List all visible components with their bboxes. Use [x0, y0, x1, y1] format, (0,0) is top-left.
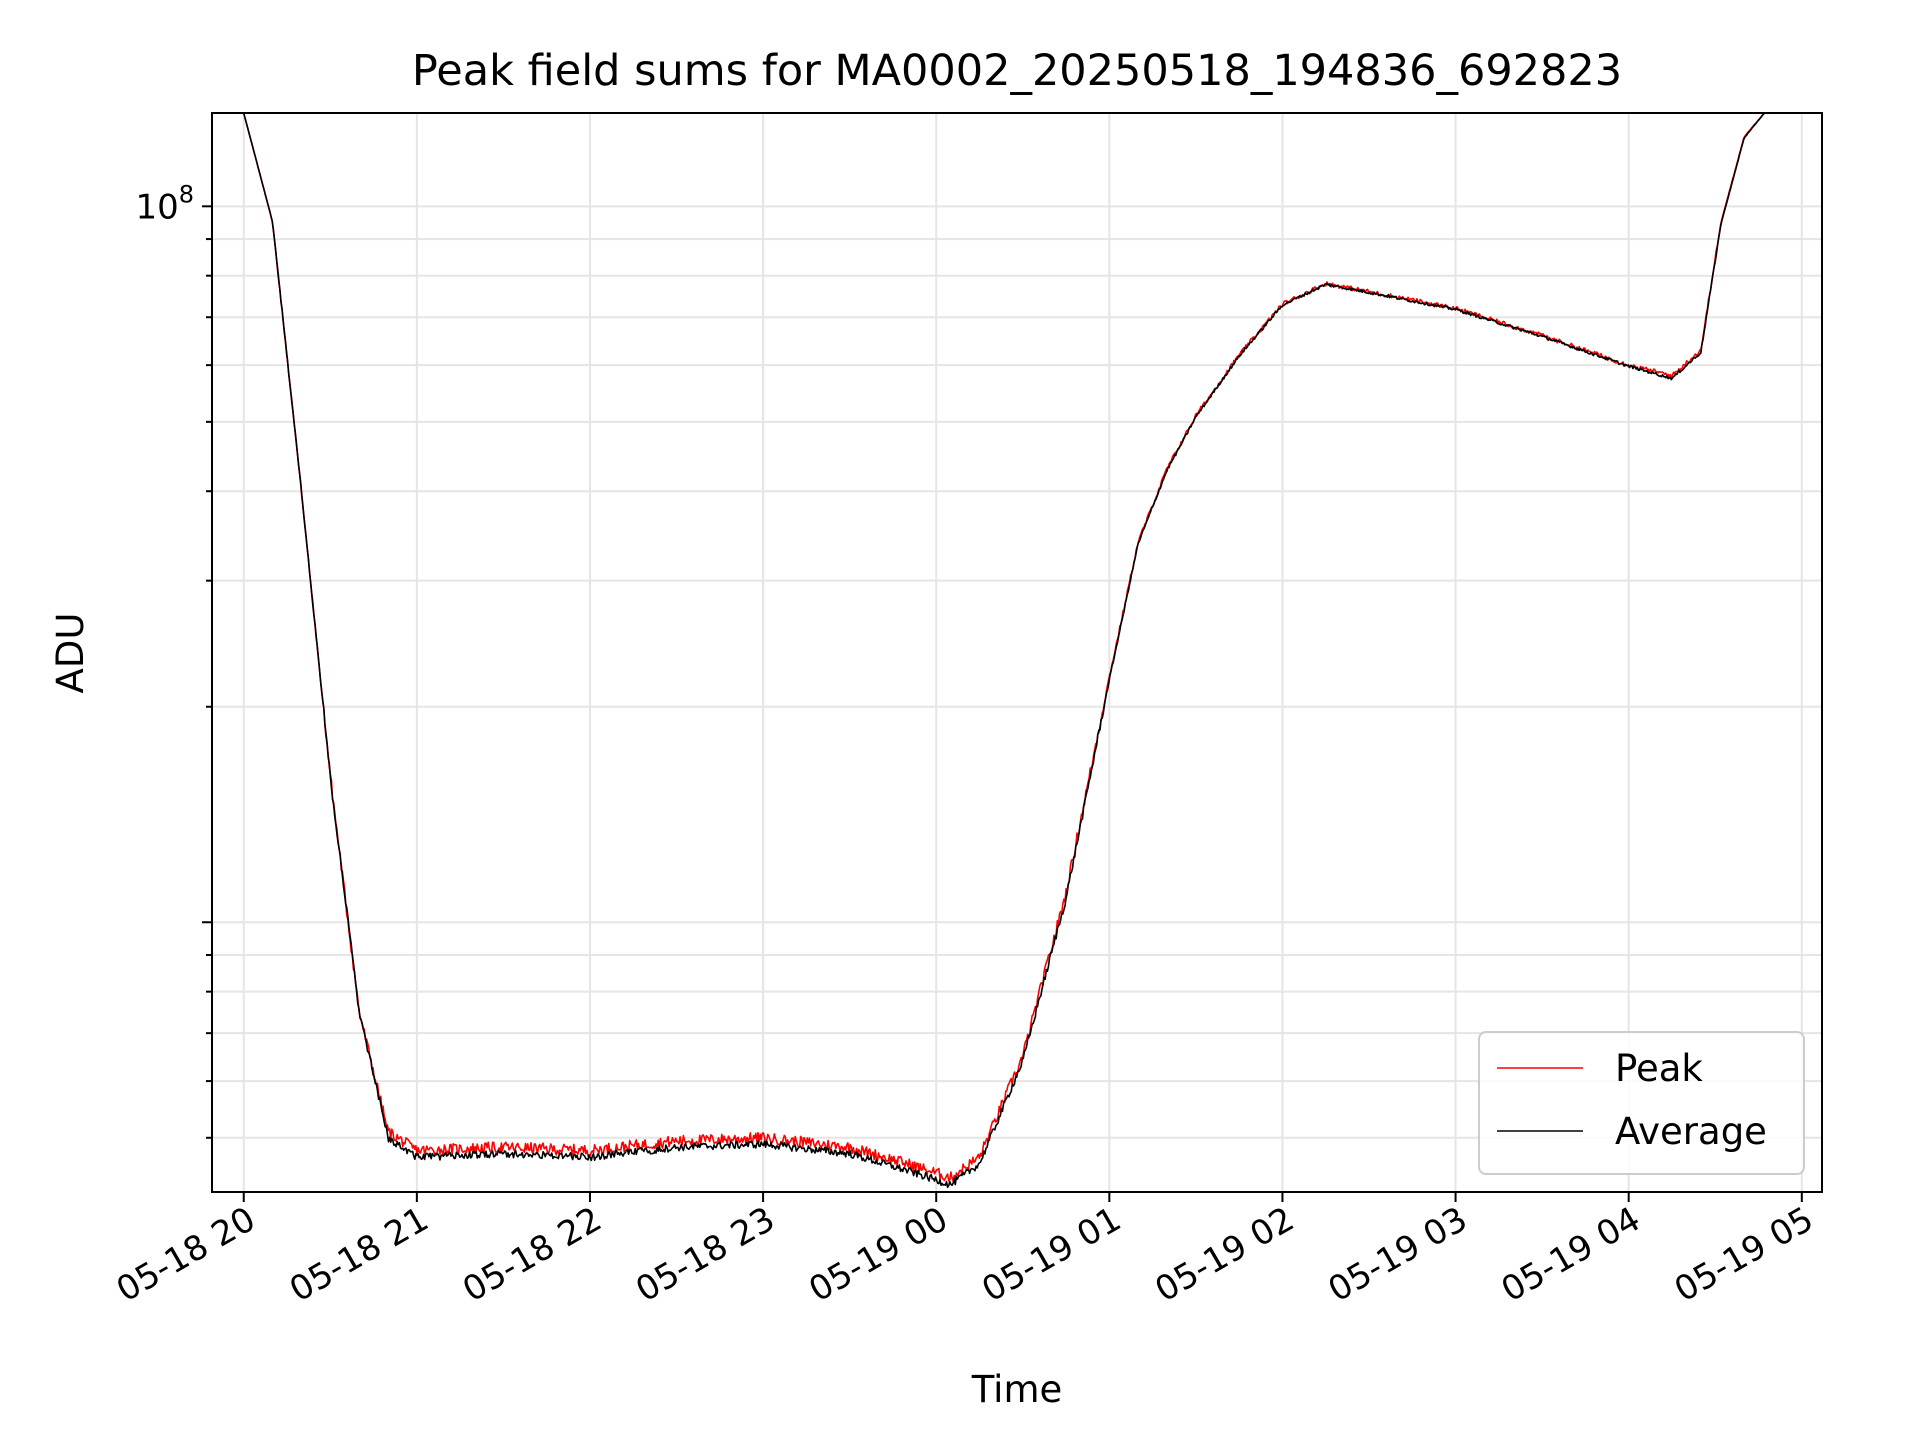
legend-label-average: Average [1615, 1110, 1767, 1153]
x-axis-label: Time [971, 1368, 1063, 1411]
y-axis: 108 [135, 180, 212, 1139]
chart-title: Peak field sums for MA0002_20250518_1948… [412, 46, 1622, 96]
series-line-peak [242, 112, 1779, 1182]
y-tick-label: 108 [135, 180, 194, 227]
legend: Peak Average [1478, 1031, 1805, 1175]
plot-frame [211, 112, 1823, 1193]
y-axis-label: ADU [49, 613, 92, 694]
series-layer [242, 112, 1779, 1189]
series-line-average [242, 112, 1779, 1189]
legend-label-peak: Peak [1615, 1047, 1703, 1090]
